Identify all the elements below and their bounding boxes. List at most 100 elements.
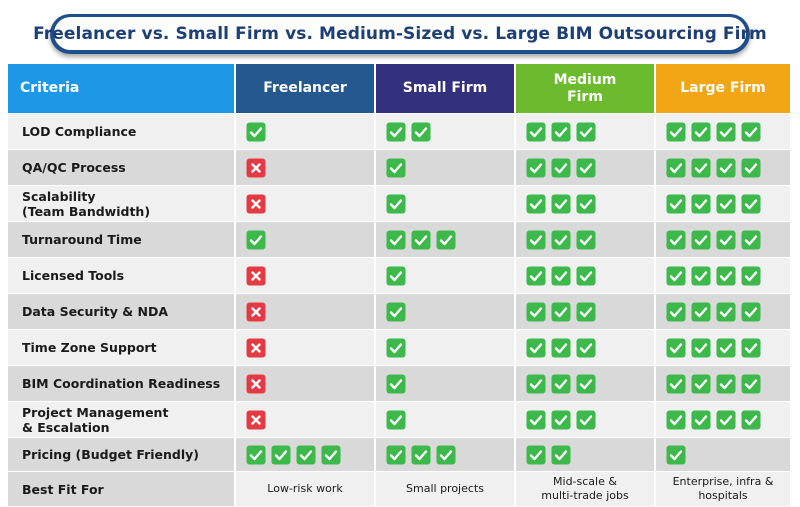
check-icon	[411, 230, 431, 250]
rating-cell-freelancer	[236, 330, 376, 366]
check-icon	[386, 122, 406, 142]
check-icon	[551, 410, 571, 430]
check-icon	[716, 410, 736, 430]
rating-cell-large	[656, 294, 792, 330]
rating-cell-freelancer	[236, 222, 376, 258]
title-banner: Freelancer vs. Small Firm vs. Medium-Siz…	[33, 14, 767, 54]
check-icon	[691, 122, 711, 142]
rating-cell-large	[656, 150, 792, 186]
check-icon	[386, 158, 406, 178]
check-icon	[526, 122, 546, 142]
rating-cell-large	[656, 258, 792, 294]
check-icon	[716, 122, 736, 142]
check-icon	[411, 122, 431, 142]
rating-cell-medium	[516, 150, 656, 186]
check-icon	[691, 158, 711, 178]
check-icon	[576, 410, 596, 430]
check-icon	[691, 410, 711, 430]
rating-cell-freelancer	[236, 258, 376, 294]
check-icon	[691, 266, 711, 286]
criteria-label: Best Fit For	[8, 472, 236, 507]
check-icon	[576, 122, 596, 142]
rating-cell-medium	[516, 438, 656, 472]
check-icon	[526, 338, 546, 358]
rating-cell-medium	[516, 114, 656, 150]
check-icon	[716, 194, 736, 214]
check-icon	[526, 410, 546, 430]
check-icon	[386, 194, 406, 214]
check-icon	[246, 122, 266, 142]
rating-cell-small	[376, 366, 516, 402]
header-criteria: Criteria	[8, 64, 236, 114]
check-icon	[741, 194, 761, 214]
rating-cell-freelancer	[236, 294, 376, 330]
criteria-label: QA/QC Process	[8, 150, 236, 186]
rating-cell-large	[656, 186, 792, 222]
criteria-label: Time Zone Support	[8, 330, 236, 366]
check-icon	[576, 374, 596, 394]
check-icon	[551, 122, 571, 142]
rating-cell-large	[656, 438, 792, 472]
check-icon	[551, 338, 571, 358]
rating-cell-medium	[516, 402, 656, 438]
cross-icon	[246, 410, 266, 430]
check-icon	[716, 338, 736, 358]
cross-icon	[246, 302, 266, 322]
rating-cell-medium	[516, 330, 656, 366]
check-icon	[551, 266, 571, 286]
rating-cell-small	[376, 258, 516, 294]
check-icon	[741, 302, 761, 322]
criteria-label: BIM Coordination Readiness	[8, 366, 236, 402]
check-icon	[526, 266, 546, 286]
check-icon	[666, 158, 686, 178]
check-icon	[716, 230, 736, 250]
rating-cell-small	[376, 402, 516, 438]
check-icon	[386, 445, 406, 465]
cross-icon	[246, 158, 266, 178]
rating-cell-medium	[516, 186, 656, 222]
cross-icon	[246, 338, 266, 358]
check-icon	[551, 230, 571, 250]
check-icon	[691, 338, 711, 358]
check-icon	[551, 445, 571, 465]
rating-cell-large	[656, 114, 792, 150]
rating-cell-large	[656, 222, 792, 258]
header-freelancer: Freelancer	[236, 64, 376, 114]
check-icon	[716, 158, 736, 178]
rating-cell-medium	[516, 258, 656, 294]
rating-cell-large	[656, 330, 792, 366]
check-icon	[526, 302, 546, 322]
check-icon	[386, 338, 406, 358]
check-icon	[576, 230, 596, 250]
check-icon	[526, 374, 546, 394]
check-icon	[386, 230, 406, 250]
check-icon	[666, 302, 686, 322]
check-icon	[246, 445, 266, 465]
check-icon	[576, 266, 596, 286]
check-icon	[666, 230, 686, 250]
rating-cell-freelancer	[236, 366, 376, 402]
rating-cell-small	[376, 222, 516, 258]
criteria-label: Project Management & Escalation	[8, 402, 236, 438]
best-fit-small: Small projects	[376, 472, 516, 507]
best-fit-large: Enterprise, infra & hospitals	[656, 472, 792, 507]
check-icon	[296, 445, 316, 465]
check-icon	[741, 374, 761, 394]
best-fit-medium: Mid-scale & multi-trade jobs	[516, 472, 656, 507]
rating-cell-small	[376, 438, 516, 472]
rating-cell-freelancer	[236, 150, 376, 186]
check-icon	[551, 194, 571, 214]
check-icon	[666, 445, 686, 465]
check-icon	[526, 445, 546, 465]
check-icon	[716, 266, 736, 286]
rating-cell-small	[376, 114, 516, 150]
rating-cell-freelancer	[236, 114, 376, 150]
check-icon	[691, 194, 711, 214]
check-icon	[526, 230, 546, 250]
cross-icon	[246, 194, 266, 214]
check-icon	[386, 266, 406, 286]
check-icon	[436, 230, 456, 250]
check-icon	[691, 230, 711, 250]
check-icon	[666, 122, 686, 142]
check-icon	[576, 302, 596, 322]
